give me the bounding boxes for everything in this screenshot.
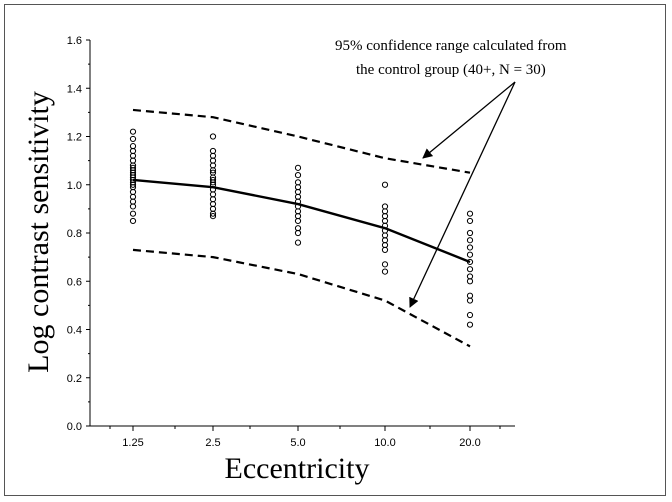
data-point [466,311,474,319]
y-tick-label: 0.0 [67,421,82,433]
annotation-line-1: 95% confidence range calculated from [335,38,567,54]
data-point [209,133,217,140]
data-point [129,210,137,217]
y-tick-label: 0.2 [67,373,82,385]
x-tick-label: 20.0 [459,437,480,449]
confidence-bound-line [132,248,471,348]
data-point [294,179,302,186]
x-axis-title: Eccentricity [225,452,370,485]
data-point [381,203,389,210]
data-point [466,266,474,273]
data-point [209,176,217,184]
data-point [209,147,217,155]
y-tick-label: 0.4 [67,325,82,337]
y-tick-label: 1.0 [67,180,82,192]
data-point [129,217,137,225]
data-point [466,273,474,280]
y-tick-label: 0.6 [67,276,82,288]
data-point [294,164,302,171]
confidence-bound-line [132,108,471,174]
x-tick-label: 5.0 [290,437,305,449]
data-point [294,172,302,179]
annotation-arrow-lower [409,81,516,308]
data-point [129,128,137,135]
data-point [466,237,474,244]
data-point [209,169,217,176]
data-point [466,251,474,258]
data-point [294,225,302,232]
annotation: 95% confidence range calculated from the… [335,38,567,308]
annotation-arrow-upper [422,81,516,159]
x-tick-label: 2.5 [205,437,220,449]
x-tick-label: 1.25 [122,437,143,449]
data-point [466,229,474,237]
data-point [466,210,474,217]
data-point [129,164,137,171]
data-point [129,135,137,143]
series-layer [129,108,474,348]
data-point [209,213,217,220]
data-point [466,292,474,299]
data-point [381,261,389,268]
data-point [466,321,474,328]
y-tick-label: 1.6 [67,35,82,47]
axes: 0.0 0.2 0.4 0.6 0.8 1.0 1.2 1.4 1.6 1.25 2.5 5.0 10.… [67,35,515,449]
data-point [381,268,389,275]
annotation-line-2: the control group (40+, N = 30) [356,62,546,78]
data-point [381,181,389,188]
data-point [294,239,302,246]
data-point [129,143,137,150]
data-point [466,244,474,251]
data-point [466,217,474,225]
y-tick-label: 1.4 [67,83,82,95]
mean-line [132,178,471,264]
figure-frame [4,4,666,496]
y-tick-label: 0.8 [67,228,82,240]
y-tick-label: 1.2 [67,132,82,144]
y-axis-title: Log contrast sensitivity [22,91,55,373]
x-tick-label: 10.0 [374,437,395,449]
